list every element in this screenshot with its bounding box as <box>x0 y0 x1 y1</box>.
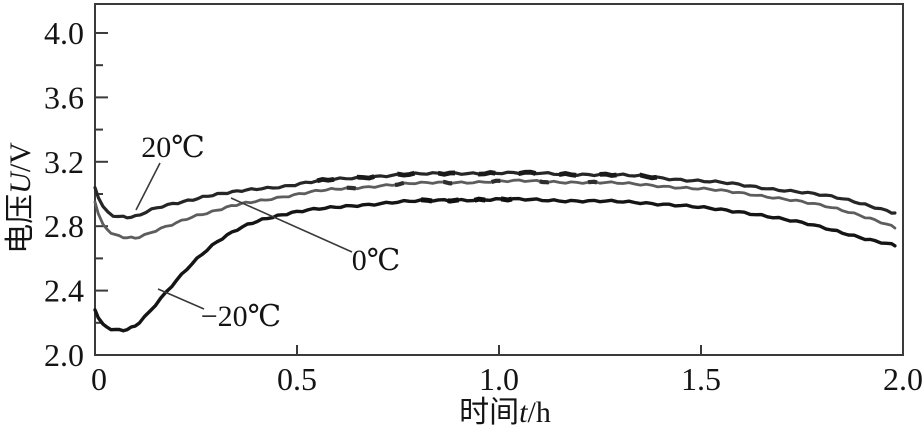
annotation-label-0c: 0℃ <box>352 244 401 277</box>
y-tick-label: 2.0 <box>44 337 84 373</box>
series-line-0c <box>93 178 897 240</box>
plot-border <box>94 3 904 356</box>
annotation-leader-20c <box>135 162 161 211</box>
y-tick-label: 3.2 <box>44 144 84 180</box>
y-tick-label: 2.8 <box>44 208 84 244</box>
x-tick-label: 0.5 <box>277 361 317 397</box>
x-tick-label: 2.0 <box>883 361 923 397</box>
x-axis-title: 时间t/h <box>459 396 551 429</box>
x-tick-label: 0 <box>91 361 107 397</box>
y-axis-title: 电压U/V <box>4 142 37 254</box>
series-noise-m20c <box>420 196 526 204</box>
y-tick-label: 3.6 <box>44 79 84 115</box>
y-tick-label: 2.4 <box>44 273 84 309</box>
y-tick-label: 4.0 <box>44 15 84 51</box>
annotation-label-m20c: −20℃ <box>201 300 281 333</box>
annotation-label-20c: 20℃ <box>141 131 205 164</box>
series-noise-20c <box>316 169 664 184</box>
annotation-leader-m20c <box>157 288 205 310</box>
x-tick-label: 1.0 <box>479 361 519 397</box>
x-tick-label: 1.5 <box>681 361 721 397</box>
annotation-leader-0c <box>230 197 353 253</box>
chart-generated-layer: 2.0 2.4 2.8 3.2 3.6 4.0 0 0.5 1.0 1.5 2.0 20℃ 0℃ −20℃ <box>44 3 923 397</box>
